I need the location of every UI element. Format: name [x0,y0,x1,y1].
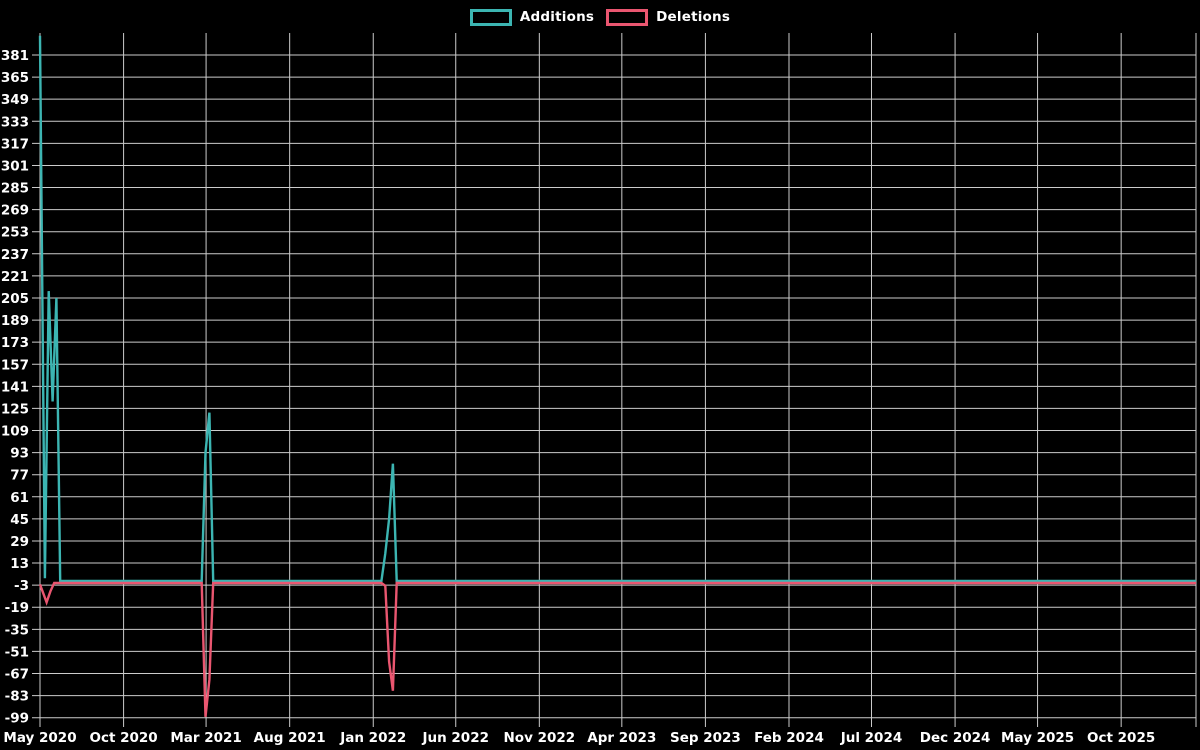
x-tick-label: Nov 2022 [504,730,576,746]
y-tick-label: 141 [1,379,29,395]
x-tick-label: Jul 2024 [840,730,903,746]
y-tick-label: 333 [1,114,29,130]
legend-item-additions[interactable]: Additions [469,8,595,26]
y-tick-label: 13 [10,556,29,572]
x-tick-label: Aug 2021 [254,730,326,746]
x-tick-label: Oct 2025 [1087,730,1155,746]
y-tick-label: -35 [5,622,29,638]
x-tick-label: Sep 2023 [670,730,741,746]
y-tick-label: 29 [10,534,29,550]
legend: Additions Deletions [0,6,1200,28]
y-tick-label: 317 [1,136,29,152]
legend-label-additions: Additions [519,9,595,25]
y-tick-label: 173 [1,335,29,351]
x-tick-label: Dec 2024 [920,730,991,746]
y-tick-label: 237 [1,247,29,263]
y-tick-label: 93 [10,446,29,462]
deletions-swatch-icon [606,8,649,26]
x-tick-label: Oct 2020 [89,730,157,746]
y-tick-label: -83 [5,689,29,705]
y-tick-label: 269 [1,203,29,219]
y-tick-label: 125 [1,401,29,417]
y-tick-label: 285 [1,181,29,197]
x-tick-label: Jun 2022 [421,730,489,746]
y-tick-label: 45 [10,512,29,528]
x-tick-label: Apr 2023 [587,730,656,746]
y-tick-label: -51 [5,644,29,660]
y-tick-label: 109 [1,424,29,440]
y-tick-label: 381 [1,48,29,64]
y-tick-label: -3 [14,578,29,594]
y-tick-label: 365 [1,70,29,86]
y-tick-label: 189 [1,313,29,329]
legend-item-deletions[interactable]: Deletions [606,8,731,26]
y-tick-label: 61 [10,490,29,506]
x-tick-label: Jan 2022 [339,730,406,746]
y-tick-label: 221 [1,269,29,285]
deletions-line [38,581,1196,718]
x-tick-label: Mar 2021 [170,730,241,746]
y-tick-label: 157 [1,357,29,373]
y-tick-label: 77 [10,468,29,484]
y-tick-label: -19 [5,600,29,616]
x-tick-label: Feb 2024 [754,730,824,746]
additions-swatch-icon [469,8,512,26]
additions-line [38,35,1196,583]
x-tick-label: May 2025 [1001,730,1074,746]
y-tick-label: 349 [1,92,29,108]
y-tick-label: 253 [1,225,29,241]
y-tick-label: 205 [1,291,29,307]
legend-label-deletions: Deletions [656,9,731,25]
y-tick-label: -67 [5,667,29,683]
y-tick-label: -99 [5,711,29,727]
x-tick-label: May 2020 [3,730,76,746]
y-tick-label: 301 [1,158,29,174]
